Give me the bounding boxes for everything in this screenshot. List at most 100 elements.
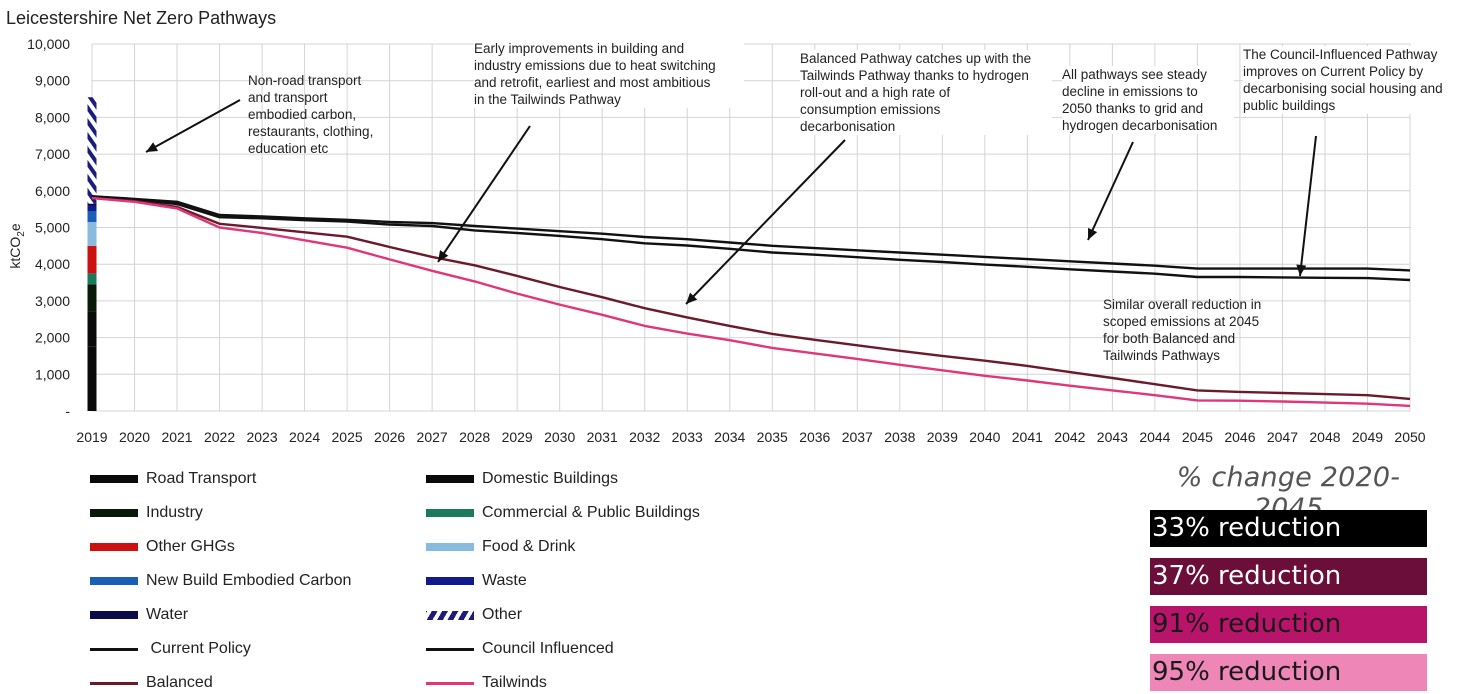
- stack-segment-industry: [87, 284, 97, 312]
- x-tick-label: 2034: [714, 429, 745, 445]
- y-tick-label: 9,000: [35, 73, 70, 89]
- annotation-line: hydrogen decarbonisation: [1062, 118, 1218, 133]
- percent-change-title: % change 2020-2045: [1176, 462, 1401, 524]
- annotation-line: improves on Current Policy by: [1243, 64, 1424, 79]
- legend-swatch: [426, 509, 474, 517]
- y-axis-label: ktCO2e: [7, 223, 27, 268]
- annotation-non-road-transport: Non-road transport and transport embodied …: [248, 72, 398, 157]
- annotation-line: and retrofit, earliest and most ambitiou…: [474, 75, 711, 90]
- legend-item-domestic-buildings: Domestic Buildings: [426, 468, 618, 490]
- legend-swatch: [90, 647, 138, 651]
- y-tick-label: -: [65, 403, 70, 419]
- x-tick-label: 2050: [1394, 429, 1425, 445]
- y-tick-label: 1,000: [35, 366, 70, 382]
- x-tick-label: 2028: [459, 429, 490, 445]
- annotation-line: decline in emissions to: [1062, 84, 1198, 99]
- annotation-line: 2050 thanks to grid and: [1062, 101, 1204, 116]
- annotation-line: Similar overall reduction in: [1103, 297, 1262, 312]
- stack-segment-other: [87, 97, 97, 204]
- legend-swatch: [426, 610, 474, 620]
- x-tick-label: 2019: [76, 429, 107, 445]
- stack-segment-new-build-embodied-carbon: [87, 210, 97, 222]
- x-tick-label: 2036: [799, 429, 830, 445]
- annotation-line: Early improvements in building and: [474, 41, 685, 56]
- x-tick-label: 2037: [842, 429, 873, 445]
- x-tick-label: 2032: [629, 429, 660, 445]
- legend-item-road-transport: Road Transport: [90, 468, 256, 490]
- annotation-line: public buildings: [1243, 98, 1336, 113]
- x-tick-label: 2039: [927, 429, 958, 445]
- legend-item-current-policy: Current Policy: [90, 638, 251, 660]
- x-tick-label: 2038: [884, 429, 915, 445]
- x-tick-label: 2020: [119, 429, 150, 445]
- percent-change-box: 91% reduction: [1150, 606, 1427, 643]
- x-tick-label: 2031: [587, 429, 618, 445]
- percent-change-box: 37% reduction: [1150, 558, 1427, 595]
- annotation-line: Non-road transport: [248, 73, 362, 88]
- percent-change-panel: % change 2020-2045 33% reduction 37% redu…: [1150, 462, 1427, 691]
- x-tick-label: 2033: [672, 429, 703, 445]
- stack-segment-domestic-buildings: [87, 311, 97, 347]
- legend-swatch: [90, 509, 138, 517]
- legend-label: Food & Drink: [482, 538, 576, 555]
- legend-item-tailwinds: Tailwinds: [426, 672, 547, 694]
- series-line-council-influenced: [91, 195, 1411, 282]
- legend-label: Council Influenced: [482, 640, 614, 657]
- series-line-tailwinds: [91, 196, 1411, 408]
- legend-label: Other GHGs: [146, 538, 235, 555]
- y-tick-label: 8,000: [35, 109, 70, 125]
- legend-swatch: [426, 543, 474, 551]
- legend-swatch: [426, 647, 474, 651]
- y-tick-label: 2,000: [35, 330, 70, 346]
- legend-item-industry: Industry: [90, 502, 203, 524]
- x-tick-label: 2024: [289, 429, 320, 445]
- annotation-line: education etc: [248, 141, 329, 156]
- y-tick-label: 5,000: [35, 220, 70, 236]
- stack-segment-other-ghgs: [87, 245, 97, 274]
- annotation-arrowhead: [1296, 264, 1307, 276]
- stack-segment-waste: [87, 205, 97, 211]
- x-tick-label: 2046: [1224, 429, 1255, 445]
- stack-segment-road-transport: [87, 346, 97, 411]
- annotation-arrowhead: [686, 292, 698, 304]
- stack-segment-commercial-public-buildings: [87, 273, 97, 285]
- annotation-arrow: [145, 99, 241, 153]
- annotation-line: embodied carbon,: [248, 107, 357, 122]
- annotation-line: roll-out and a high rate of: [800, 85, 951, 100]
- y-tick-label: 4,000: [35, 256, 70, 272]
- legend-label: Commercial & Public Buildings: [482, 504, 700, 521]
- percent-change-box: 33% reduction: [1150, 510, 1427, 547]
- legend-label: New Build Embodied Carbon: [146, 572, 352, 589]
- legend-label: Water: [146, 606, 189, 623]
- x-tick-label: 2035: [757, 429, 788, 445]
- annotation-line: for both Balanced and: [1103, 331, 1236, 346]
- legend-label: Industry: [146, 504, 203, 521]
- annotation-balanced-catches-up: Balanced Pathway catches up with the Tail…: [800, 50, 1052, 135]
- x-tick-label: 2029: [502, 429, 533, 445]
- legend-swatch: [426, 475, 474, 483]
- legend-item-commercial-public-buildings: Commercial & Public Buildings: [426, 502, 700, 524]
- series-line-balanced: [91, 196, 1411, 401]
- legend-label: Other: [482, 606, 523, 623]
- annotation-line: The Council-Influenced Pathway: [1243, 47, 1438, 62]
- x-tick-label: 2022: [204, 429, 235, 445]
- annotation-line: and transport: [248, 90, 328, 105]
- legend-label: Road Transport: [146, 470, 257, 487]
- annotation-line: Tailwinds Pathway thanks to hydrogen: [800, 68, 1029, 83]
- x-tick-label: 2040: [969, 429, 1000, 445]
- annotation-line: Tailwinds Pathways: [1103, 348, 1221, 363]
- annotation-council-influenced: The Council-Influenced Pathway improves o…: [1243, 46, 1463, 114]
- legend-label: Balanced: [146, 674, 213, 691]
- y-tick-label: 7,000: [35, 146, 70, 162]
- stack-segment-water: [87, 203, 97, 206]
- annotation-early-improvements: Early improvements in building and indust…: [474, 40, 744, 108]
- series-line-current-policy: [91, 195, 1411, 272]
- legend-label: Waste: [482, 572, 527, 589]
- legend-item-new-build-embodied-carbon: New Build Embodied Carbon: [90, 570, 351, 592]
- annotation-line: consumption emissions: [800, 102, 941, 117]
- x-tick-label: 2043: [1097, 429, 1128, 445]
- legend-item-other-ghgs: Other GHGs: [90, 536, 235, 558]
- annotation-line: industry emissions due to heat switching: [474, 58, 716, 73]
- y-tick-label: 10,000: [27, 36, 70, 52]
- x-tick-label: 2045: [1182, 429, 1213, 445]
